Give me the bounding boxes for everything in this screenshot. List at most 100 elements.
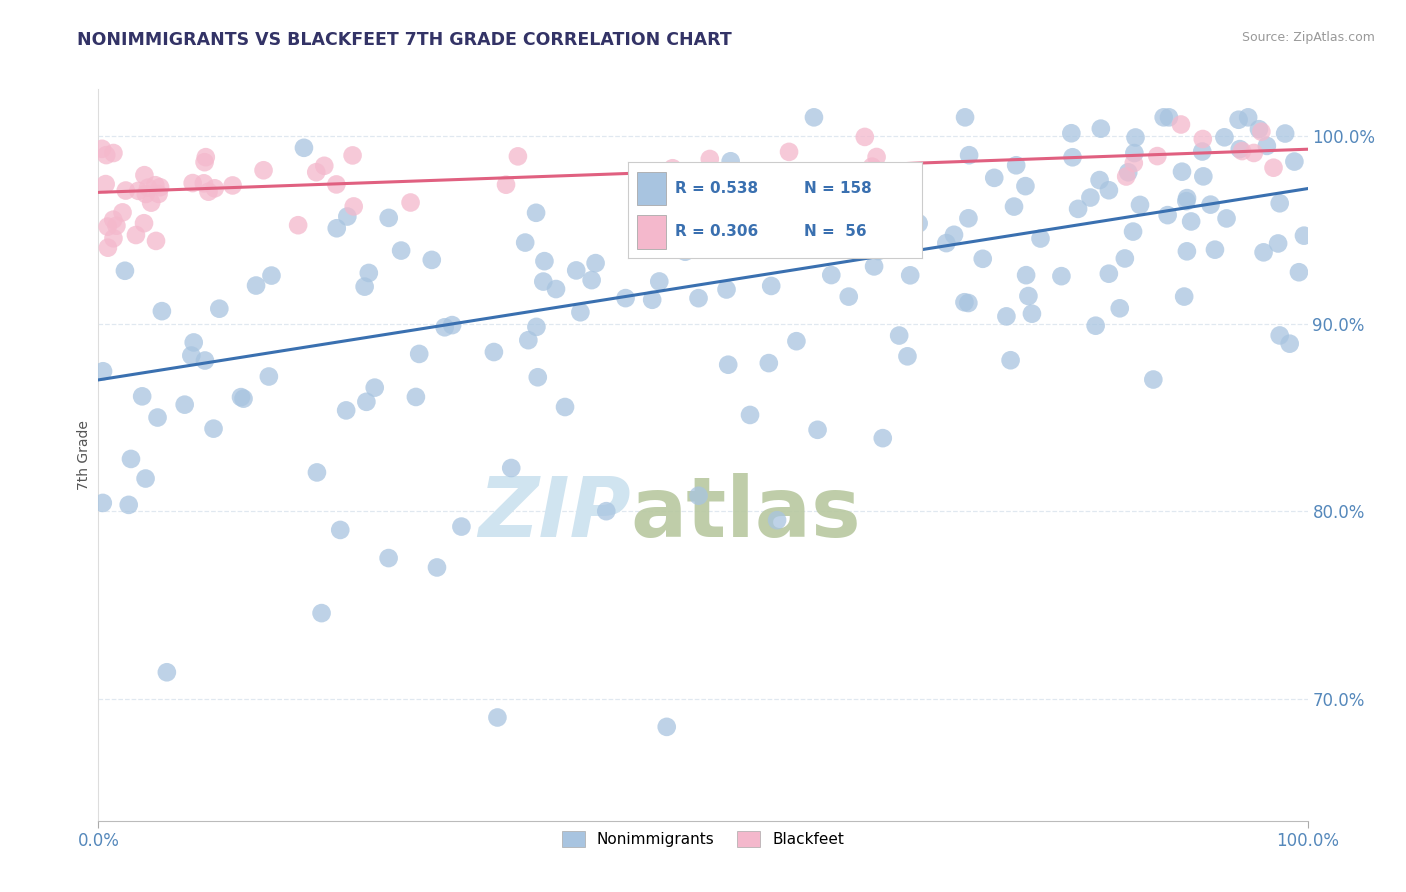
Point [135,471,157,485]
Point [420,252,443,267]
Point [1062,150,1084,164]
Point [194,155,217,169]
Point [146,410,169,425]
Point [1015,268,1038,282]
Point [342,148,364,162]
Point [1278,336,1301,351]
Point [863,260,886,274]
Point [875,175,897,189]
Point [1153,111,1175,125]
Point [1002,200,1025,214]
Point [957,148,980,162]
Point [515,235,537,250]
Point [1005,158,1028,172]
Point [820,268,842,282]
Point [688,291,710,305]
Point [641,293,664,307]
Point [1175,191,1198,205]
Point [655,720,678,734]
FancyBboxPatch shape [637,171,666,205]
Point [595,504,617,518]
Point [1268,196,1291,211]
Point [830,181,852,195]
Point [1108,301,1130,316]
Point [727,235,749,250]
Point [842,236,865,251]
Point [1180,214,1202,228]
Point [699,152,721,166]
Point [526,319,548,334]
Point [156,665,179,680]
Point [995,310,1018,324]
Text: N =  56: N = 56 [804,224,868,239]
Point [287,218,309,232]
Point [325,178,347,192]
Point [1098,183,1121,197]
Point [486,710,509,724]
Point [860,160,883,174]
Point [131,389,153,403]
Point [1146,149,1168,163]
Point [1157,111,1180,125]
Point [260,268,283,283]
Point [97,241,120,255]
Point [252,163,274,178]
Point [1088,173,1111,187]
Point [221,178,243,193]
Point [1175,194,1198,208]
Point [804,229,827,244]
Point [1122,225,1144,239]
Point [194,150,217,164]
Point [91,142,114,156]
Point [761,279,783,293]
Point [495,178,517,192]
Point [1021,307,1043,321]
Point [1014,179,1036,194]
Text: Source: ZipAtlas.com: Source: ZipAtlas.com [1241,31,1375,45]
Point [720,154,742,169]
Point [1116,165,1139,179]
Point [1215,211,1237,226]
Point [94,177,117,191]
Point [336,210,359,224]
Point [1268,328,1291,343]
Point [1175,244,1198,259]
Point [180,349,202,363]
Point [103,212,125,227]
Point [135,187,157,202]
Point [533,254,555,268]
Point [1080,190,1102,204]
Point [506,149,529,163]
Point [208,301,231,316]
Point [943,227,966,242]
Point [1000,353,1022,368]
Point [408,347,430,361]
Point [329,523,352,537]
Y-axis label: 7th Grade: 7th Grade [77,420,91,490]
Point [353,279,375,293]
Point [426,560,449,574]
Point [1171,164,1194,178]
Point [1243,145,1265,160]
Point [838,290,860,304]
Point [531,275,554,289]
Point [364,381,387,395]
Point [311,606,333,620]
Point [1156,208,1178,222]
Point [1199,197,1222,211]
Point [581,273,603,287]
Point [1050,269,1073,284]
Point [661,161,683,176]
Point [335,403,357,417]
Point [889,328,911,343]
Point [853,129,876,144]
Point [524,206,547,220]
Point [785,334,807,349]
Point [1060,126,1083,140]
Point [377,551,399,566]
Point [907,216,929,230]
Point [1191,145,1213,159]
Point [758,356,780,370]
Point [232,392,254,406]
Point [1017,289,1039,303]
